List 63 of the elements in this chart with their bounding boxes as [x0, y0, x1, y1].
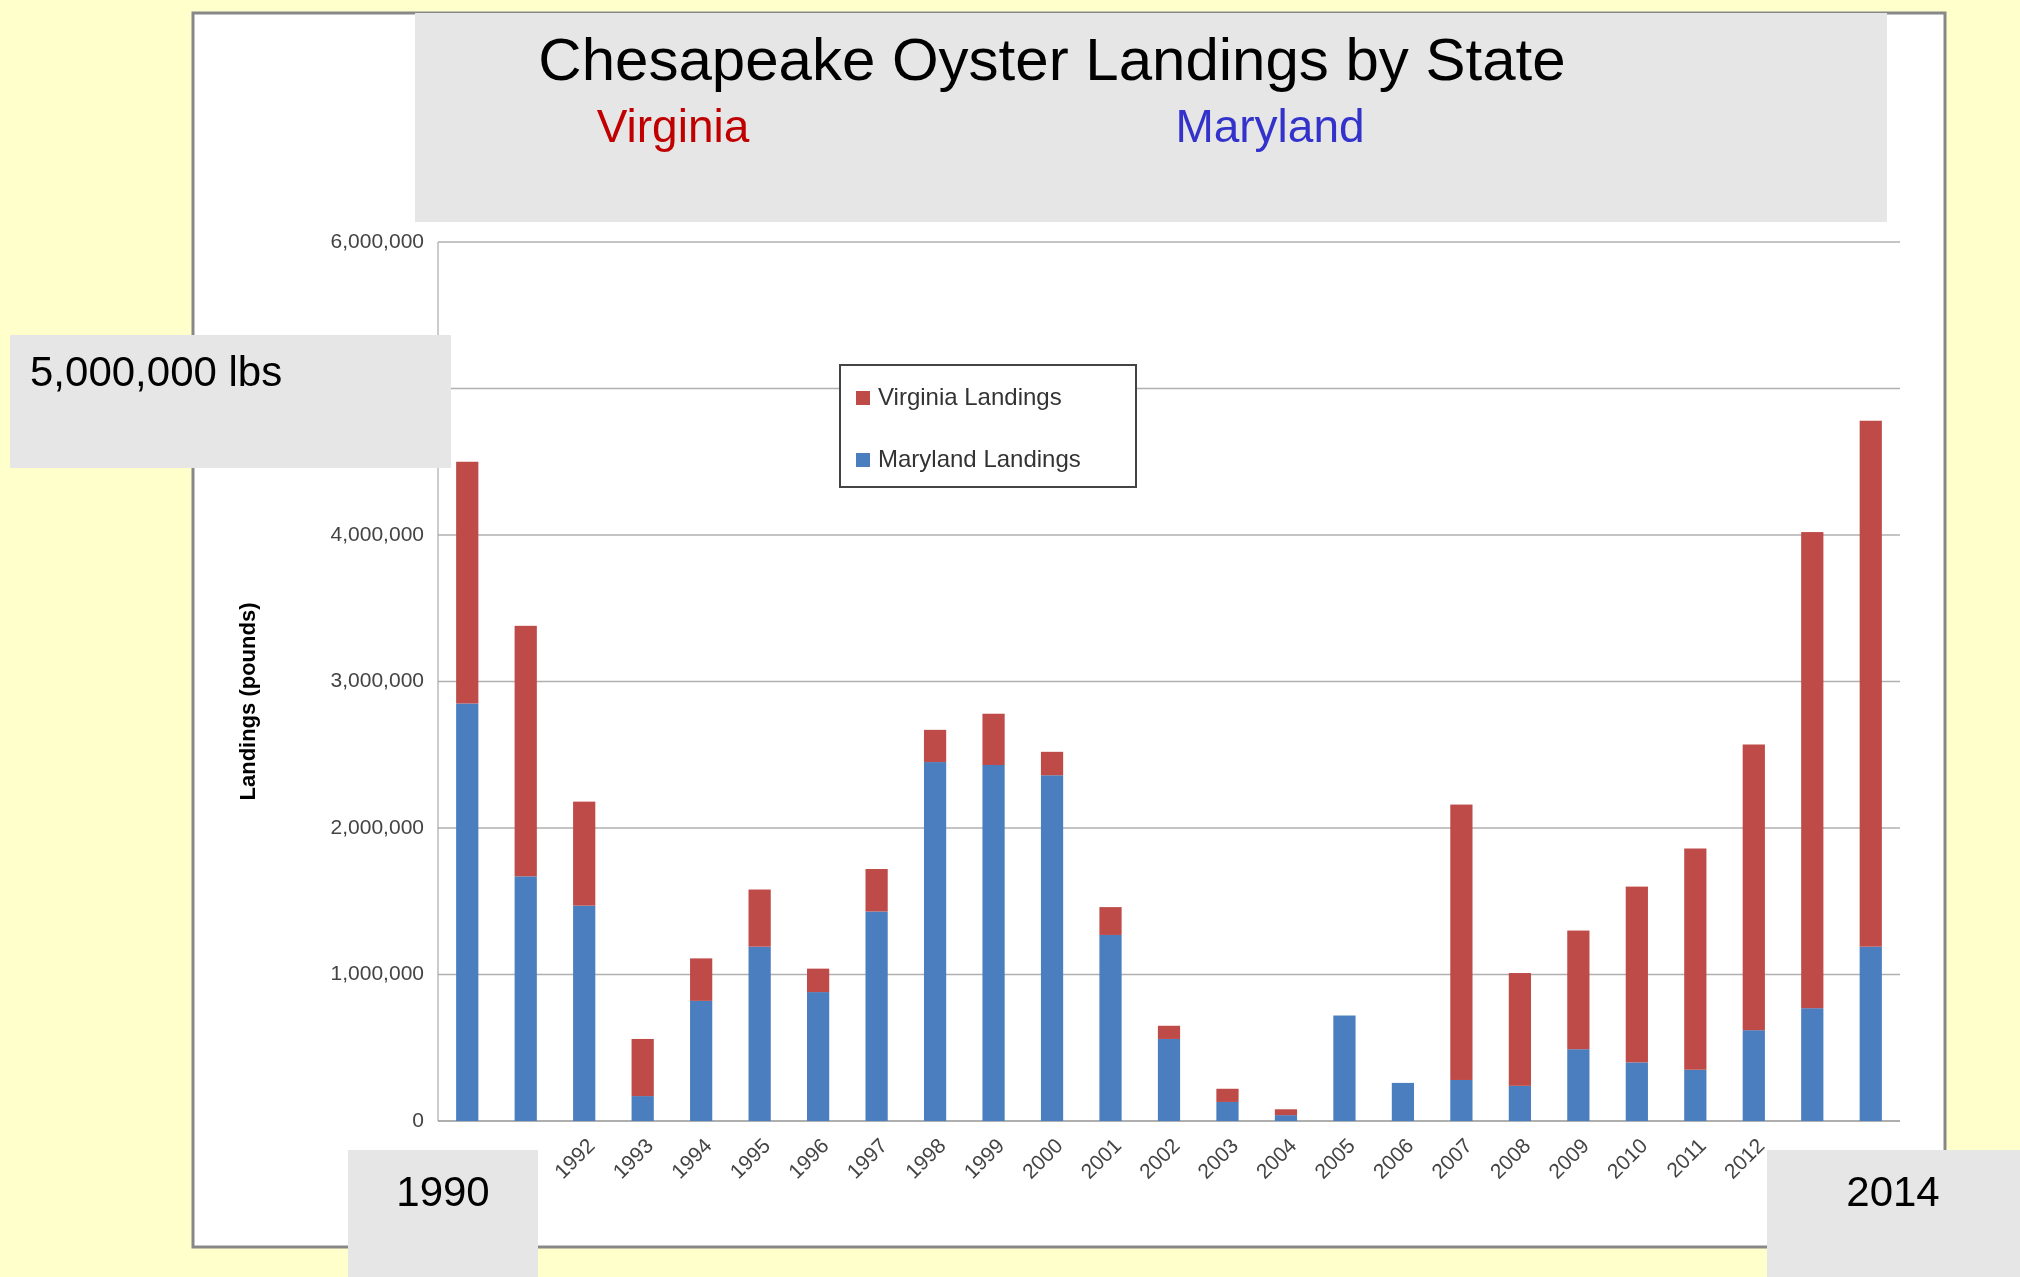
bar	[807, 968, 830, 993]
bar	[923, 729, 947, 763]
bar	[1274, 1115, 1298, 1121]
bar	[1625, 1062, 1648, 1121]
bar	[1742, 1030, 1765, 1121]
bar	[807, 992, 830, 1121]
bar	[1801, 532, 1824, 1009]
text: 5,000,000 lbs	[30, 348, 283, 396]
bar	[1040, 775, 1064, 1121]
bar	[1508, 973, 1531, 1086]
bar	[1859, 946, 1882, 1121]
bar	[1450, 804, 1473, 1080]
y-tick-label: 6,000,000	[330, 228, 424, 252]
text: Virginia	[596, 100, 750, 153]
legend-label: Virginia Landings	[878, 383, 1062, 411]
y-tick-label: 0	[412, 1107, 424, 1131]
bar	[573, 801, 596, 906]
bar	[748, 889, 771, 947]
bar	[1859, 420, 1882, 947]
bar	[456, 703, 479, 1121]
bar	[573, 905, 596, 1121]
legend-label: Maryland Landings	[878, 445, 1081, 473]
y-tick-label: 4,000,000	[330, 521, 424, 545]
bar	[690, 1000, 713, 1121]
bar	[1450, 1079, 1473, 1121]
y-tick-label: 2,000,000	[330, 814, 424, 838]
bar	[1742, 744, 1765, 1031]
bar	[865, 869, 888, 912]
bar	[1567, 930, 1590, 1050]
text: 1990	[396, 1168, 490, 1216]
text: Maryland	[1175, 100, 1365, 153]
bar	[631, 1038, 654, 1097]
bar	[690, 958, 713, 1001]
bar	[1157, 1025, 1181, 1039]
y-tick-label: 1,000,000	[330, 961, 424, 985]
bar	[1274, 1109, 1298, 1116]
bar	[1099, 934, 1122, 1121]
bar	[1157, 1038, 1181, 1121]
bar	[923, 762, 947, 1121]
bar	[1099, 907, 1122, 935]
bar	[1040, 751, 1064, 776]
bar	[631, 1096, 654, 1121]
bar	[1567, 1049, 1590, 1121]
bar	[1801, 1008, 1824, 1122]
bar	[1216, 1088, 1239, 1102]
bar	[982, 713, 1005, 766]
bar	[865, 911, 888, 1121]
bar	[1508, 1085, 1531, 1121]
bar	[1391, 1082, 1415, 1121]
y-axis-title: Landings (pounds)	[235, 602, 260, 801]
bar	[1684, 848, 1707, 1070]
chart-title: Chesapeake Oyster Landings by State	[538, 25, 1566, 93]
bar	[1625, 886, 1648, 1063]
y-tick-label: 3,000,000	[330, 668, 424, 692]
bar	[514, 876, 537, 1121]
bar	[982, 765, 1005, 1121]
bar	[514, 625, 537, 877]
bar	[1216, 1101, 1239, 1121]
bar	[1684, 1069, 1707, 1121]
text: 2014	[1846, 1168, 1940, 1216]
bar	[1333, 1015, 1356, 1121]
bar	[748, 946, 771, 1121]
bar	[456, 461, 479, 704]
